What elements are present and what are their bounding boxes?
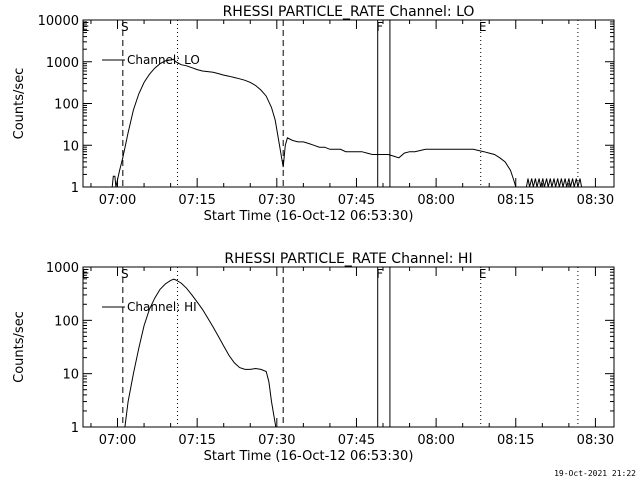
panel1-y-axis-label: Counts/sec <box>12 68 27 140</box>
panel2-chart-title: RHESSI PARTICLE_RATE Channel: HI <box>224 251 472 267</box>
panel1-event-marker-label: E <box>479 20 487 34</box>
panel2-x-tick-label: 07:45 <box>338 433 375 448</box>
panel1-x-tick-label: 08:30 <box>577 193 614 208</box>
panel2-series-line <box>124 278 277 428</box>
panel2-y-tick-label: 1000 <box>46 261 79 276</box>
panel1-x-tick-label: 08:15 <box>497 193 534 208</box>
panel1-x-tick-label: 07:15 <box>178 193 215 208</box>
panel1-legend-label: Channel: LO <box>127 53 200 67</box>
panel2-event-marker-label: E <box>82 267 90 281</box>
panel1-x-tick-label: 07:45 <box>338 193 375 208</box>
panel1-y-tick-label: 1 <box>71 181 79 196</box>
panel1-x-tick-label: 07:30 <box>258 193 295 208</box>
panel2-x-tick-label: 07:00 <box>99 433 136 448</box>
panel2-event-marker-label: F <box>376 267 383 281</box>
panel2-event-marker-label: S <box>121 267 129 281</box>
footer-timestamp: 19-Oct-2021 21:22 <box>554 469 636 478</box>
panel1-series-line <box>111 58 583 188</box>
panel2-event-marker-label: E <box>479 267 487 281</box>
panel2-y-tick-label: 100 <box>54 314 79 329</box>
panel2-y-tick-label: 10 <box>62 368 79 383</box>
panel1-x-tick-label: 07:00 <box>99 193 136 208</box>
panel1-y-tick-label: 1000 <box>46 56 79 71</box>
panel1-x-tick-label: 08:00 <box>417 193 454 208</box>
panel1-x-axis-label: Start Time (16-Oct-12 06:53:30) <box>204 209 414 224</box>
panel1-chart-title: RHESSI PARTICLE_RATE Channel: LO <box>223 4 475 20</box>
panel2-x-tick-label: 08:00 <box>417 433 454 448</box>
panel2-x-tick-label: 08:30 <box>577 433 614 448</box>
panel1-event-marker-label: S <box>121 20 129 34</box>
panel2-legend-label: Channel: HI <box>127 300 197 314</box>
panel1-y-tick-label: 10000 <box>38 14 79 29</box>
panel1-plot-frame <box>82 19 615 188</box>
panel2-y-axis-label: Counts/sec <box>12 311 27 383</box>
panel2-x-axis-label: Start Time (16-Oct-12 06:53:30) <box>204 449 414 464</box>
panel1-event-marker-label: E <box>82 20 90 34</box>
panel1-y-tick-label: 100 <box>54 98 79 113</box>
panel2-x-tick-label: 07:15 <box>178 433 215 448</box>
panel2-y-tick-label: 1 <box>71 421 79 436</box>
panel1-event-marker-label: F <box>376 20 383 34</box>
panel1-y-tick-label: 10 <box>62 139 79 154</box>
panel2-plot-frame <box>82 266 615 428</box>
panel2-x-tick-label: 07:30 <box>258 433 295 448</box>
panel2-x-tick-label: 08:15 <box>497 433 534 448</box>
